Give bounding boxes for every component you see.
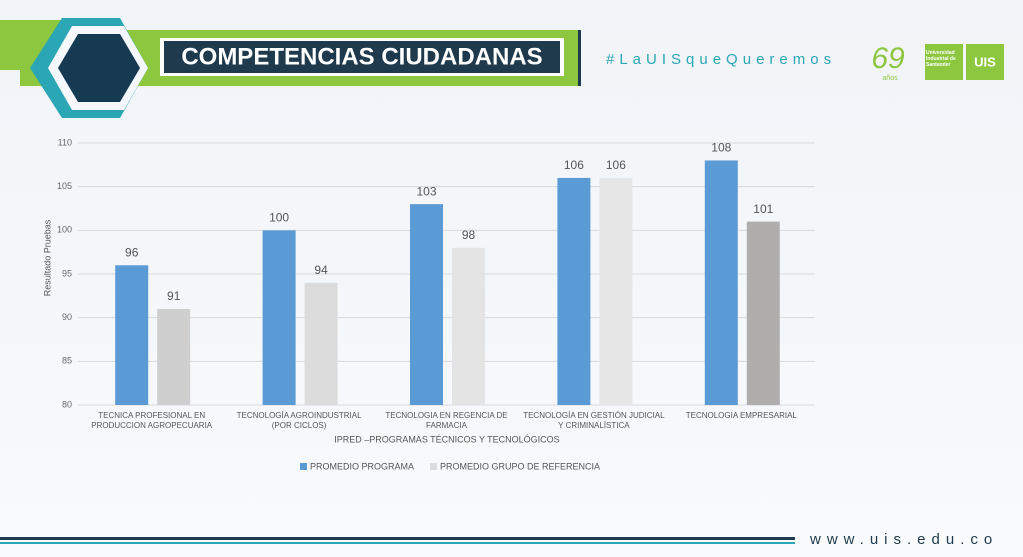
legend-label: PROMEDIO PROGRAMA [310, 461, 414, 471]
bar [304, 282, 338, 405]
x-tick-label: TECNOLOGÍA EN GESTIÓN JUDICIAL Y CRIMINA… [523, 411, 665, 430]
value-label: 94 [314, 263, 328, 277]
university: Universidad Industrial de Santander [926, 50, 956, 68]
x-tick-label: TECNICA PROFESIONAL EN PRODUCCION AGROPE… [91, 411, 213, 430]
legend-label: PROMEDIO GRUPO DE REFERENCIA [440, 461, 600, 471]
x-tick-label: TECNOLOGIA EMPRESARIAL [685, 411, 797, 420]
bar [704, 160, 738, 405]
value-label: 100 [269, 211, 289, 225]
title-box [164, 41, 560, 73]
bar [115, 265, 149, 405]
value-label: 103 [416, 184, 436, 198]
y-tick-label: 95 [62, 268, 72, 278]
y-tick-label: 105 [57, 181, 72, 191]
logo-box [966, 44, 1004, 80]
x-tick-label: TECNOLOGÍA AGROINDUSTRIAL (POR CICLOS) [236, 411, 362, 430]
bar [157, 308, 191, 405]
value-label: 96 [125, 245, 139, 259]
hashtag: #LaUISqueQueremos [606, 51, 836, 68]
y-tick-label: 90 [62, 312, 72, 322]
legend-swatch [430, 463, 438, 470]
value-label: 91 [167, 289, 181, 303]
y-axis-title: Resultado Pruebas [42, 219, 52, 296]
y-tick-label: 100 [57, 225, 72, 235]
title: COMPETENCIAS CIUDADANAS [181, 43, 542, 70]
university-box [925, 44, 963, 80]
university-wrap: Universidad Industrial de Santander [926, 50, 956, 68]
legend-swatch [300, 463, 307, 470]
divider [578, 30, 581, 86]
bar [746, 221, 780, 405]
bar [599, 177, 633, 405]
value-label: 106 [564, 158, 584, 172]
value-label: 106 [606, 158, 626, 172]
bar [410, 204, 443, 405]
footer-url: www.uis.edu.co [809, 531, 998, 548]
value-label: 98 [462, 228, 476, 242]
bar [557, 177, 591, 405]
footer-line [0, 537, 795, 540]
hexagon-inner [58, 34, 140, 102]
y-tick-label: 80 [62, 399, 72, 409]
logo: UIS [974, 54, 996, 69]
bar [452, 247, 485, 405]
y-tick-label: 85 [62, 356, 72, 366]
footer-line [0, 542, 795, 544]
anniversary: 69 [871, 42, 905, 75]
y-tick-label: 110 [58, 137, 72, 147]
x-tick-label: TECNOLOGIA EN REGENCIA DE FARMACIA [385, 411, 508, 430]
x-axis-title: IPRED –PROGRAMAS TÉCNICOS Y TECNOLÓGICOS [334, 434, 559, 444]
value-label: 108 [711, 141, 731, 155]
anniversary-sub: años [882, 75, 898, 82]
bar [262, 230, 296, 405]
value-label: 101 [753, 202, 773, 216]
